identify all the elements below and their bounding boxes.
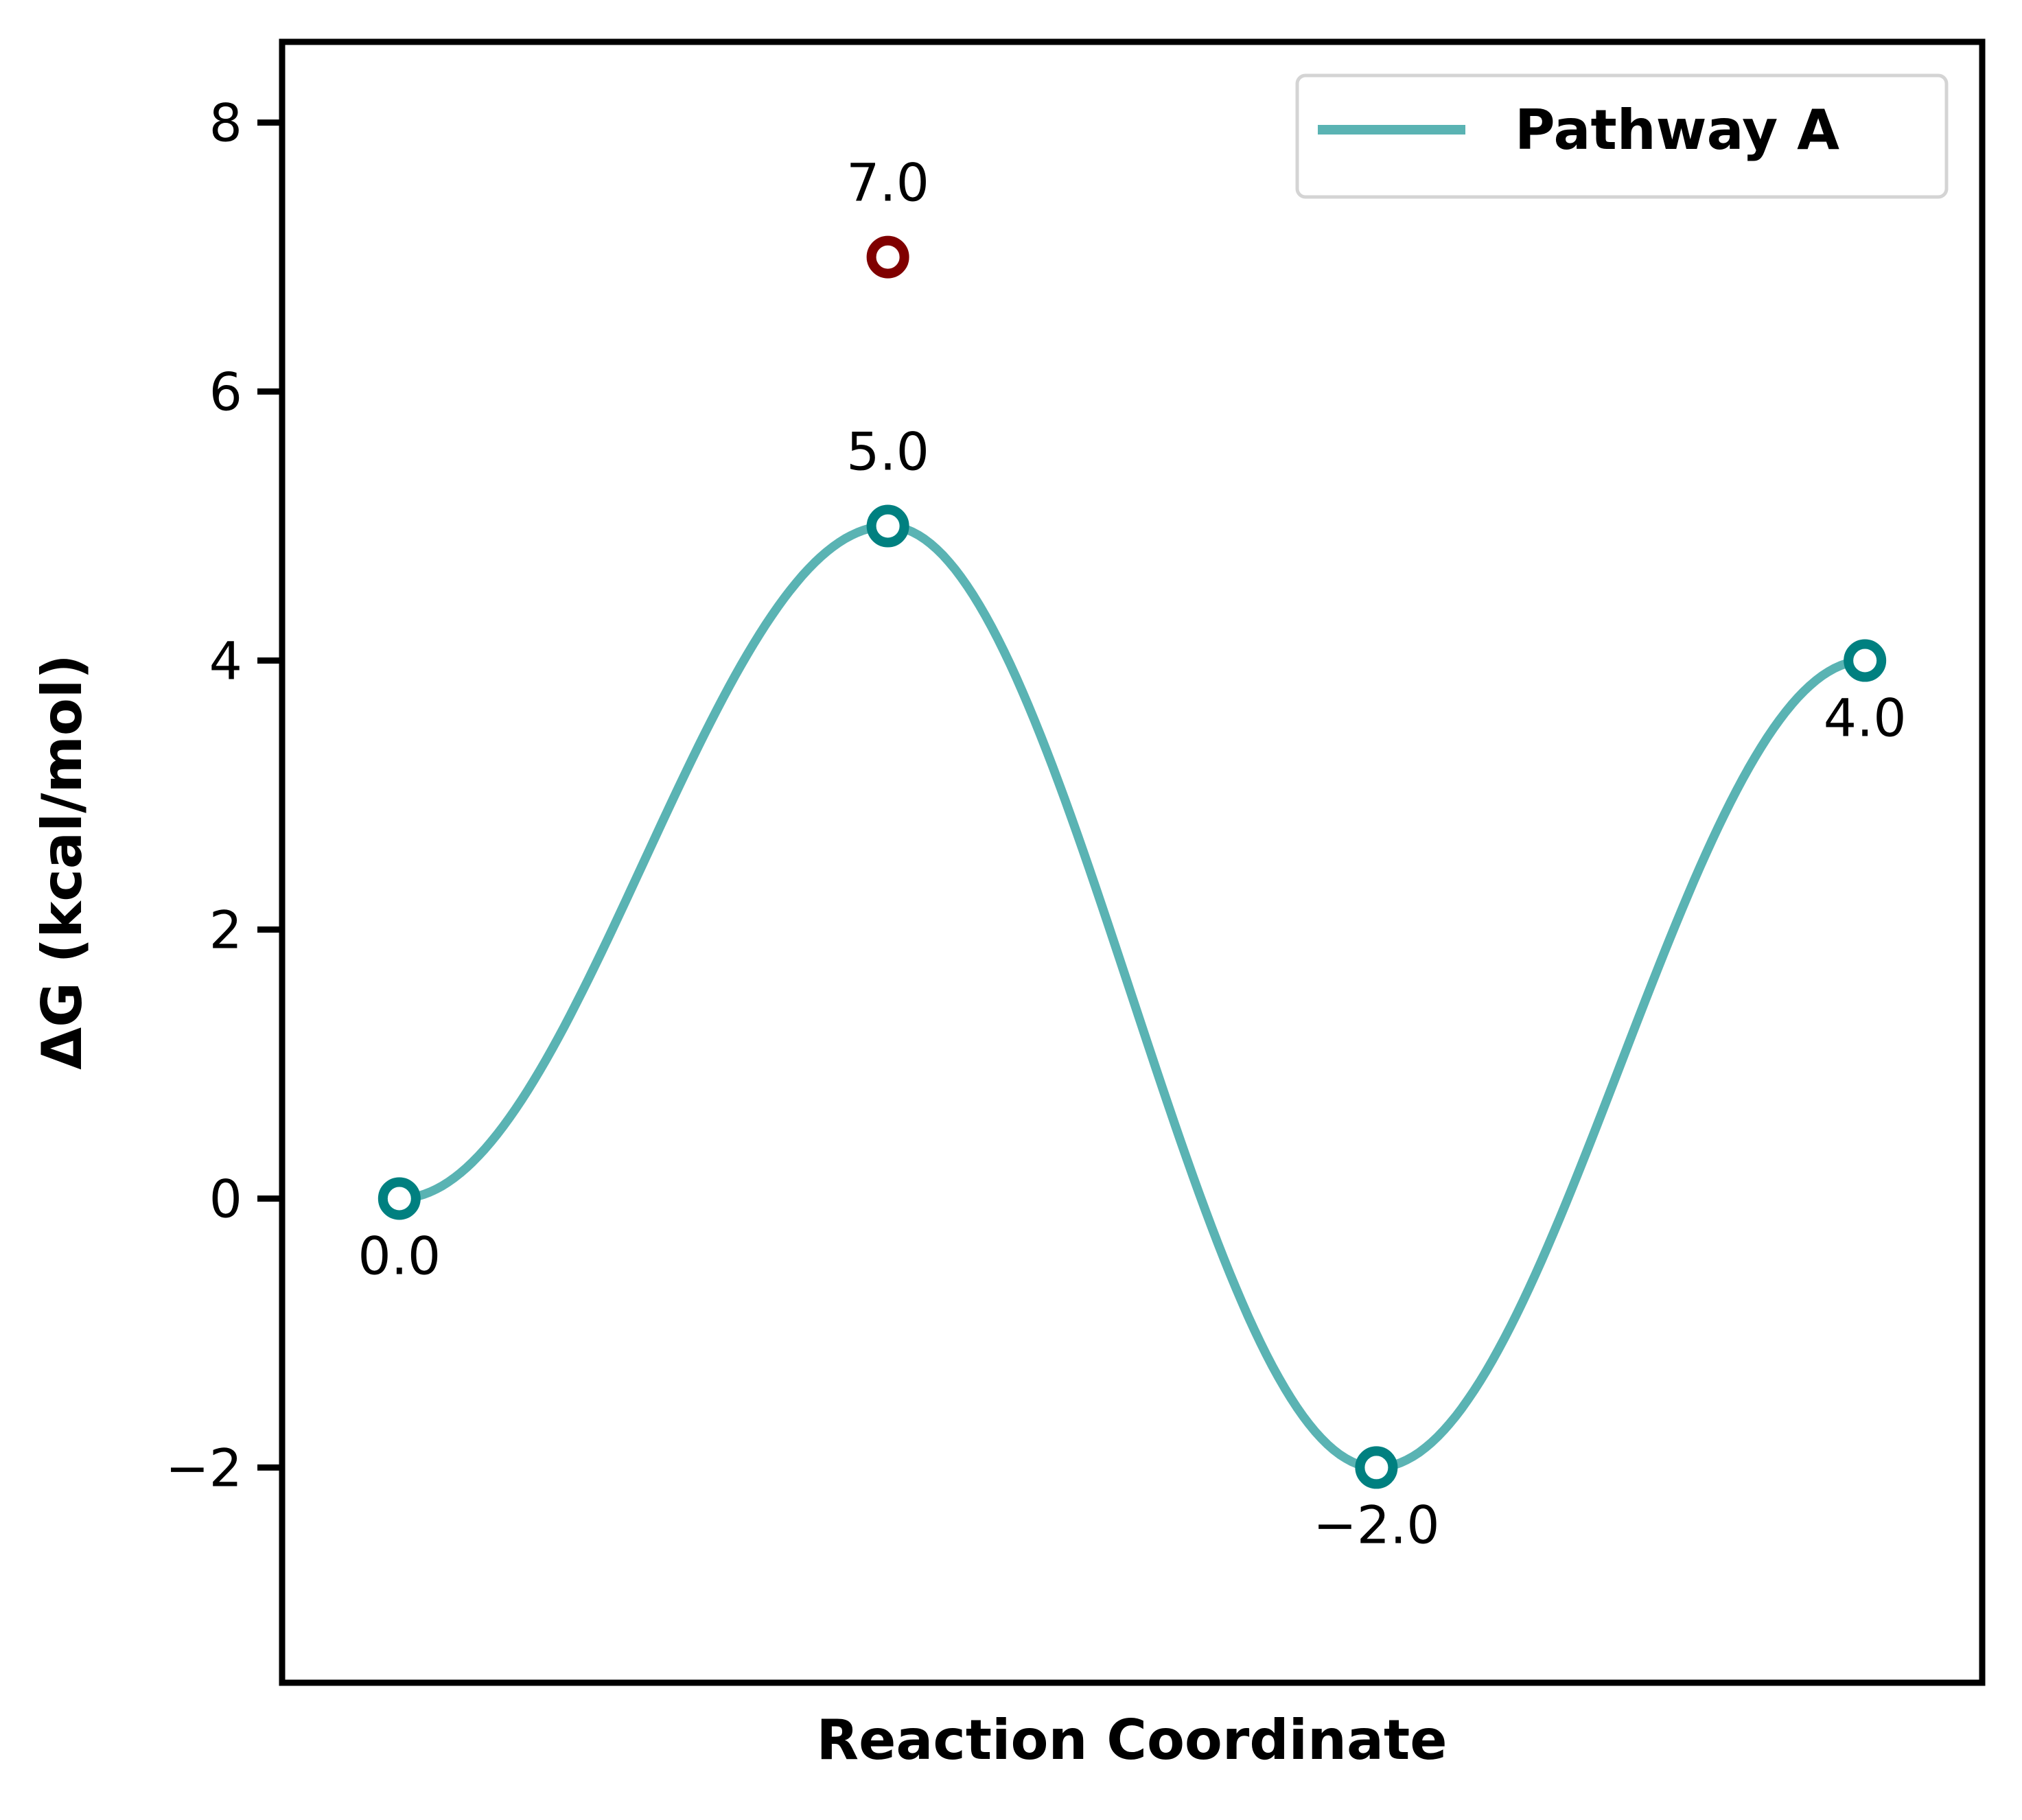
data-label: 5.0 (846, 421, 929, 482)
y-tick-label: 4 (209, 631, 242, 692)
data-label: 4.0 (1824, 688, 1907, 749)
legend: Pathway A (1295, 73, 1949, 199)
data-label: −2.0 (1313, 1494, 1440, 1555)
y-tick-label: 2 (209, 899, 242, 960)
legend-label-pathway-a: Pathway A (1515, 98, 1839, 162)
y-tick-label: 6 (209, 362, 242, 423)
data-point (1844, 639, 1887, 682)
data-point (866, 504, 909, 548)
x-axis-label: Reaction Coordinate (817, 1708, 1448, 1772)
y-tick-label: 8 (209, 93, 242, 154)
data-label: 0.0 (358, 1225, 441, 1286)
y-tick-label: −2 (165, 1437, 242, 1498)
y-tick-label: 0 (209, 1168, 242, 1229)
data-point (377, 1177, 421, 1220)
series-layer (377, 235, 1887, 1489)
data-point (1355, 1446, 1398, 1489)
data-point-isolated (866, 235, 909, 279)
legend-box (1295, 73, 1949, 199)
y-axis-label: ΔG (kcal/mol) (30, 654, 94, 1070)
series-line-pathway-a (399, 522, 1866, 1472)
y-ticks: −2 0 2 4 6 8 (165, 93, 282, 1498)
data-label: 7.0 (846, 152, 929, 213)
data-labels: 0.0 5.0 −2.0 4.0 7.0 (358, 152, 1906, 1556)
plot-frame (279, 38, 1986, 1686)
